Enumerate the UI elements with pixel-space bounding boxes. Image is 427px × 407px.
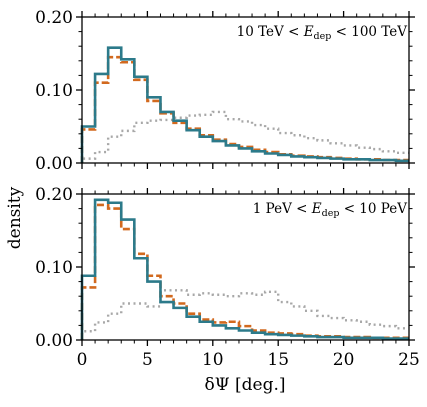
series-solid-line	[80, 46, 409, 163]
y-tick-label: 0.00	[35, 331, 73, 351]
y-tick-label: 0.00	[35, 154, 73, 174]
x-axis-label: δΨ [deg.]	[204, 375, 285, 395]
series-solid-line	[80, 198, 409, 340]
y-axis-label: density	[5, 186, 25, 249]
panel-top: 0.00 0.10 0.20 10 TeV < Edep < 100 TeV	[35, 8, 415, 174]
x-tick-label: 5	[142, 350, 153, 370]
energy-range-annotation: 10 TeV < Edep < 100 TeV	[237, 24, 408, 42]
x-tick-label: 25	[398, 350, 420, 370]
series-dotted-line	[80, 110, 409, 163]
y-tick-label: 0.10	[35, 258, 73, 278]
y-tick-label: 0.20	[35, 185, 73, 205]
y-tick-label: 0.10	[35, 81, 73, 101]
x-tick-label: 20	[333, 350, 355, 370]
x-tick-label: 10	[202, 350, 224, 370]
series-dashed-line	[80, 203, 409, 340]
x-tick-label: 0	[77, 350, 88, 370]
panel-bottom: 0 5 10 15 20 25 0.00 0.10 0.20 1 PeV < Edep < 10 …	[35, 185, 420, 370]
series-dotted-line	[80, 289, 409, 340]
energy-range-annotation: 1 PeV < Edep < 10 PeV	[253, 201, 407, 219]
y-tick-label: 0.20	[35, 8, 73, 28]
x-tick-label: 15	[267, 350, 289, 370]
